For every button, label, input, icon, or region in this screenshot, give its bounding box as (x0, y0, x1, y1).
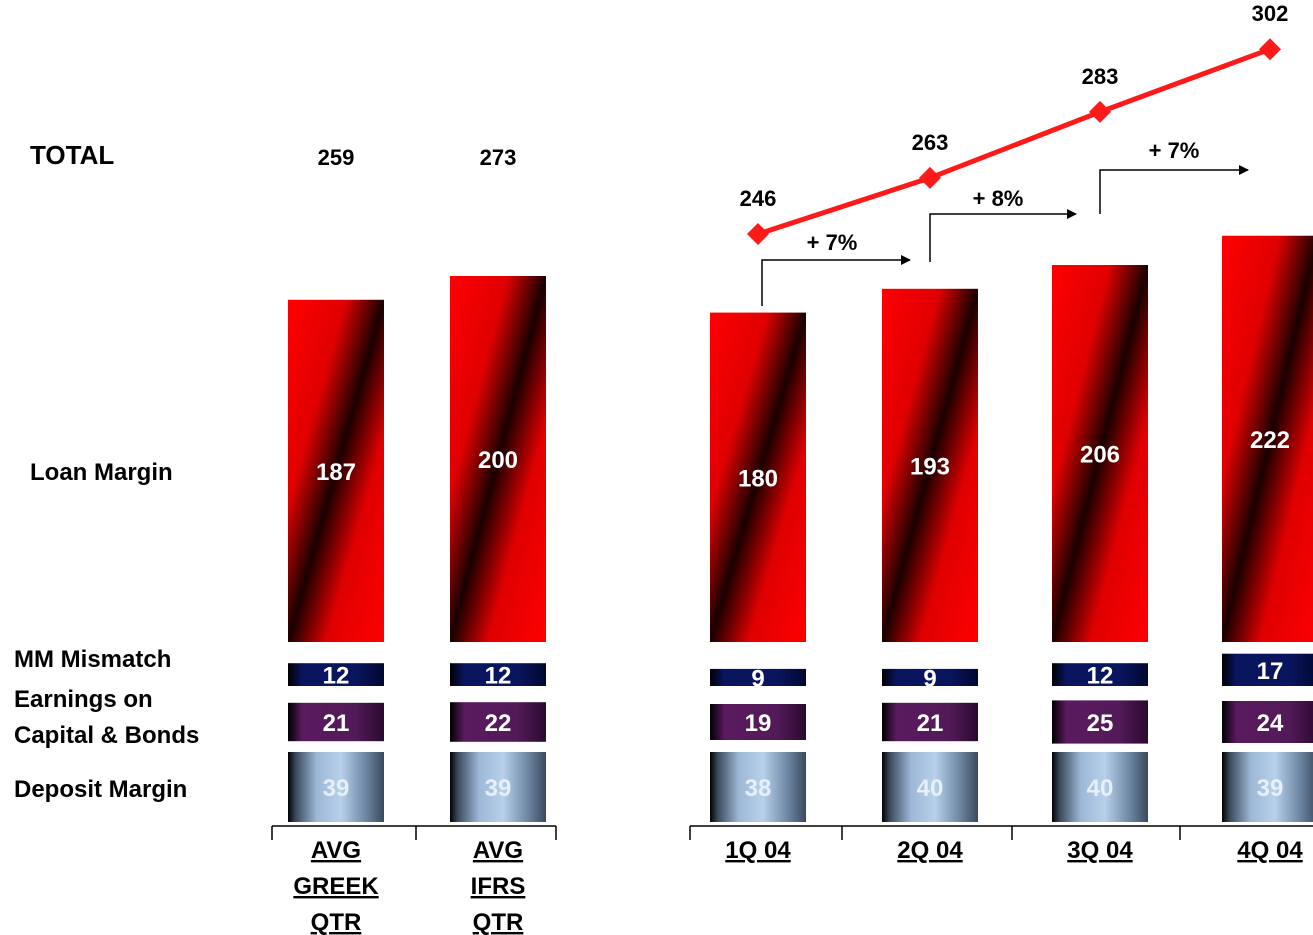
data-label-loan-margin-1q-04: 180 (738, 465, 778, 492)
data-label-mm-mismatch-avg-greek-qtr: 12 (323, 663, 350, 690)
tick-label-3q-04: 3Q 04 (1067, 837, 1133, 864)
data-label-mm-mismatch-avg-ifrs-qtr: 12 (485, 663, 512, 690)
bar-deposit-margin-avg-greek-qtr (288, 752, 384, 822)
data-label-earnings-on-capital-bonds-avg-ifrs-qtr: 22 (485, 710, 512, 737)
bar-loan-margin-avg-greek-qtr (288, 299, 384, 642)
tick-label-avg-ifrs-qtr-line1: AVG (473, 837, 523, 864)
data-label-deposit-margin-avg-greek-qtr: 39 (323, 775, 350, 802)
total-label-4q-04: 302 (1252, 1, 1289, 26)
growth-arrow-3q-04-to-4q-04 (1099, 165, 1249, 214)
bar-mm-mismatch-avg-ifrs-qtr (450, 663, 546, 686)
tick-label-avg-greek-qtr-line3: QTR (311, 909, 362, 935)
total-row-label: TOTAL (30, 140, 114, 170)
total-marker-4q-04 (1259, 38, 1281, 61)
growth-label-2q-04-to-3q-04: + 8% (973, 186, 1024, 211)
total-trend-polyline (757, 46, 1271, 237)
total-trend-line: 246 263 283 302 (740, 1, 1289, 245)
tick-label-4q-04: 4Q 04 (1237, 837, 1303, 864)
bar-earnings-on-capital-bonds-avg-ifrs-qtr (450, 702, 546, 742)
growth-label-1q-04-to-2q-04: + 7% (807, 230, 858, 255)
earnings-row-label-line2: Capital & Bonds (14, 722, 199, 749)
bar-deposit-margin-1q-04 (710, 752, 806, 822)
bar-earnings-on-capital-bonds-4q-04 (1222, 701, 1313, 743)
data-label-earnings-on-capital-bonds-4q-04: 24 (1257, 710, 1284, 737)
data-label-deposit-margin-1q-04: 38 (745, 775, 772, 802)
earnings-row-label-line1: Earnings on (14, 686, 153, 713)
bar-deposit-margin-4q-04 (1222, 752, 1313, 822)
totals-layer: 259 273 (318, 145, 517, 170)
total-label-2q-04: 263 (912, 130, 949, 155)
data-label-mm-mismatch-4q-04: 17 (1257, 658, 1284, 685)
bar-loan-margin-2q-04 (882, 288, 978, 642)
total-label-avg-greek-qtr: 259 (318, 145, 355, 170)
bar-deposit-margin-2q-04 (882, 752, 978, 822)
mm-mismatch-row-label: MM Mismatch (14, 646, 171, 673)
data-label-earnings-on-capital-bonds-3q-04: 25 (1087, 710, 1114, 737)
bar-earnings-on-capital-bonds-2q-04 (882, 702, 978, 742)
total-label-3q-04: 283 (1082, 64, 1119, 89)
bar-deposit-margin-3q-04 (1052, 752, 1148, 822)
total-label-1q-04: 246 (740, 186, 777, 211)
tick-label-2q-04: 2Q 04 (897, 837, 963, 864)
data-label-earnings-on-capital-bonds-avg-greek-qtr: 21 (323, 710, 350, 737)
data-label-deposit-margin-avg-ifrs-qtr: 39 (485, 775, 512, 802)
data-label-mm-mismatch-1q-04: 9 (751, 665, 764, 692)
data-label-deposit-margin-2q-04: 40 (917, 775, 944, 802)
tick-label-1q-04: 1Q 04 (725, 837, 791, 864)
bars-layer: 39 39 38 40 40 39 21 22 19 21 25 24 12 12 9 9 12 17 187 200… (288, 235, 1313, 822)
x-axis: AVG GREEK QTR AVG IFRS QTR 1Q 04 2Q 04 3Q 04 4Q 0… (271, 825, 1313, 935)
total-marker-2q-04 (919, 166, 941, 189)
growth-label-3q-04-to-4q-04: + 7% (1149, 138, 1200, 163)
data-label-loan-margin-avg-ifrs-qtr: 200 (478, 447, 518, 474)
bar-mm-mismatch-1q-04 (710, 668, 806, 686)
tick-label-avg-ifrs-qtr-line3: QTR (473, 909, 524, 935)
bar-loan-margin-1q-04 (710, 312, 806, 642)
bar-loan-margin-4q-04 (1222, 235, 1313, 643)
growth-arrow-2q-04-to-3q-04 (929, 209, 1077, 262)
data-label-earnings-on-capital-bonds-1q-04: 19 (745, 710, 772, 737)
tick-label-avg-ifrs-qtr-line2: IFRS (471, 873, 526, 900)
bar-earnings-on-capital-bonds-avg-greek-qtr (288, 702, 384, 742)
bar-mm-mismatch-3q-04 (1052, 663, 1148, 686)
total-marker-1q-04 (747, 223, 769, 245)
data-label-loan-margin-avg-greek-qtr: 187 (316, 459, 356, 486)
growth-annotations: + 7% + 8% + 7% (761, 138, 1249, 306)
bar-loan-margin-avg-ifrs-qtr (450, 276, 546, 642)
data-label-loan-margin-3q-04: 206 (1080, 442, 1120, 469)
data-label-deposit-margin-4q-04: 39 (1257, 775, 1284, 802)
bar-mm-mismatch-avg-greek-qtr (288, 663, 384, 686)
loan-margin-row-label: Loan Margin (30, 459, 173, 486)
data-label-deposit-margin-3q-04: 40 (1087, 775, 1114, 802)
data-label-loan-margin-4q-04: 222 (1250, 427, 1290, 454)
total-marker-3q-04 (1089, 100, 1111, 123)
tick-label-avg-greek-qtr-line1: AVG (311, 837, 361, 864)
total-label-avg-ifrs-qtr: 273 (480, 145, 517, 170)
data-label-mm-mismatch-3q-04: 12 (1087, 663, 1114, 690)
data-label-mm-mismatch-2q-04: 9 (923, 665, 936, 692)
data-label-loan-margin-2q-04: 193 (910, 453, 950, 480)
bar-loan-margin-3q-04 (1052, 265, 1148, 642)
growth-arrow-1q-04-to-2q-04 (761, 255, 911, 306)
data-label-earnings-on-capital-bonds-2q-04: 21 (917, 710, 944, 737)
bar-deposit-margin-avg-ifrs-qtr (450, 752, 546, 822)
bar-earnings-on-capital-bonds-1q-04 (710, 704, 806, 740)
bar-earnings-on-capital-bonds-3q-04 (1052, 700, 1148, 744)
tick-label-avg-greek-qtr-line2: GREEK (293, 873, 379, 900)
deposit-margin-row-label: Deposit Margin (14, 776, 187, 803)
bar-mm-mismatch-4q-04 (1222, 653, 1313, 686)
bar-mm-mismatch-2q-04 (882, 668, 978, 686)
